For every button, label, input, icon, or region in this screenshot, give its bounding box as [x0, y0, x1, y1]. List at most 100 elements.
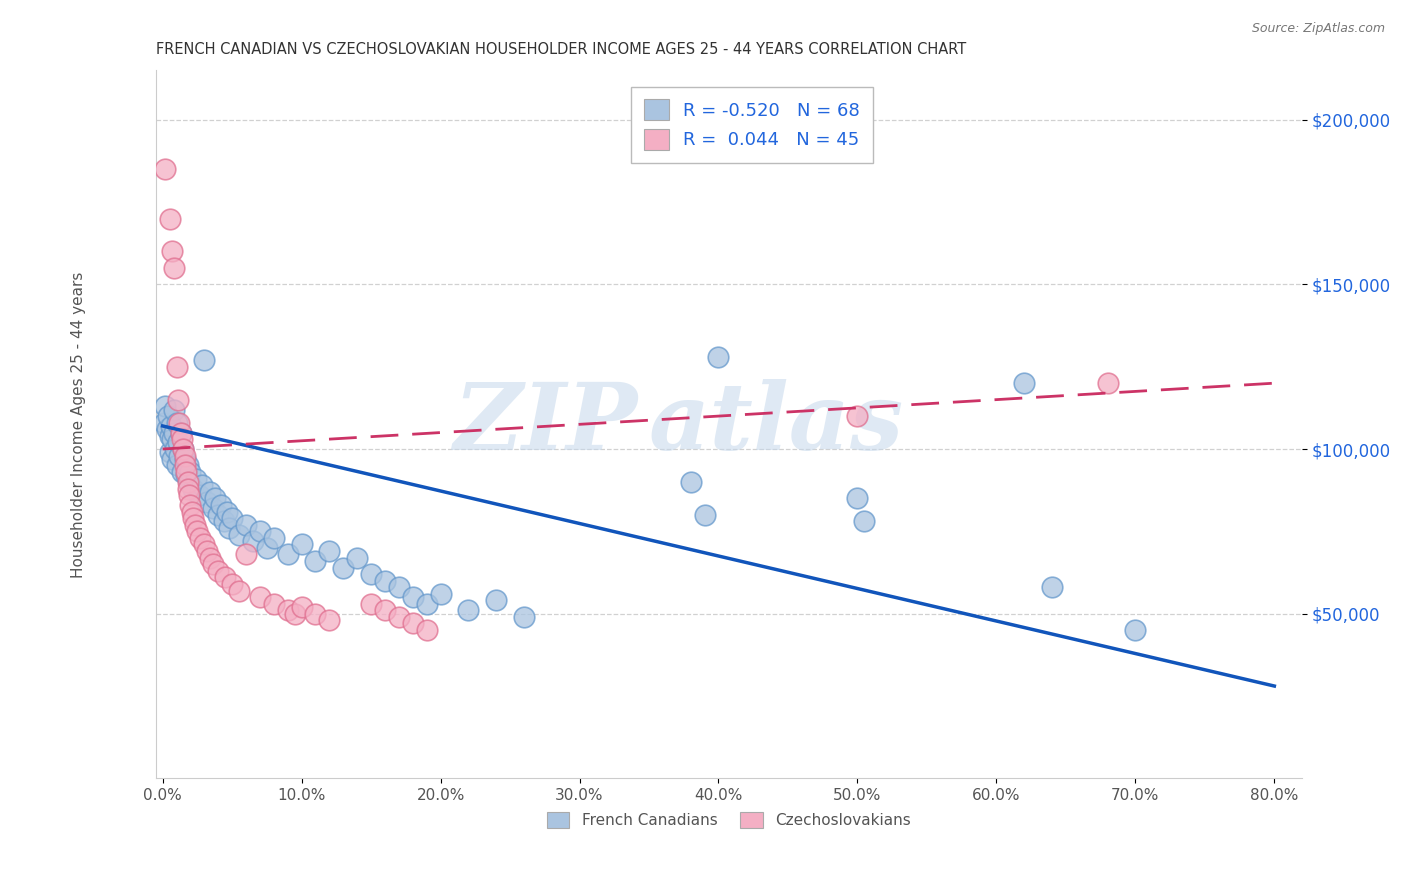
Point: [169, 416, 191, 430]
Point: [188, 531, 211, 545]
Point: [179, 498, 201, 512]
Point: [284, 607, 307, 621]
Point: [193, 353, 215, 368]
Point: [304, 554, 326, 568]
Point: [162, 451, 184, 466]
Point: [172, 442, 194, 456]
Point: [157, 409, 180, 423]
Point: [291, 537, 314, 551]
Point: [170, 425, 193, 440]
Point: [679, 475, 702, 489]
Point: [176, 475, 198, 489]
Point: [207, 508, 229, 522]
Point: [1097, 376, 1119, 391]
Point: [318, 613, 340, 627]
Point: [228, 527, 250, 541]
Point: [193, 537, 215, 551]
Point: [332, 560, 354, 574]
Point: [207, 564, 229, 578]
Point: [693, 508, 716, 522]
Point: [291, 600, 314, 615]
Point: [242, 534, 264, 549]
Point: [169, 449, 191, 463]
Point: [513, 610, 536, 624]
Point: [156, 422, 179, 436]
Point: [235, 547, 257, 561]
Point: [184, 472, 207, 486]
Point: [174, 468, 197, 483]
Point: [181, 482, 204, 496]
Point: [402, 616, 425, 631]
Point: [163, 402, 186, 417]
Point: [195, 494, 218, 508]
Point: [388, 580, 411, 594]
Point: [214, 570, 236, 584]
Point: [165, 442, 187, 456]
Point: [215, 505, 238, 519]
Point: [388, 610, 411, 624]
Point: [374, 603, 396, 617]
Text: FRENCH CANADIAN VS CZECHOSLOVAKIAN HOUSEHOLDER INCOME AGES 25 - 44 YEARS CORRELA: FRENCH CANADIAN VS CZECHOSLOVAKIAN HOUSE…: [156, 42, 966, 57]
Point: [1125, 623, 1147, 637]
Point: [457, 603, 479, 617]
Legend: French Canadians, Czechoslovakians: French Canadians, Czechoslovakians: [540, 806, 917, 834]
Point: [180, 505, 202, 519]
Point: [166, 359, 188, 374]
Point: [1012, 376, 1035, 391]
Point: [263, 597, 285, 611]
Point: [176, 482, 198, 496]
Point: [155, 162, 177, 177]
Point: [163, 260, 186, 275]
Point: [186, 524, 208, 539]
Point: [318, 544, 340, 558]
Point: [402, 590, 425, 604]
Point: [173, 458, 195, 473]
Point: [155, 399, 177, 413]
Point: [162, 432, 184, 446]
Point: [221, 577, 243, 591]
Point: [167, 392, 190, 407]
Point: [174, 465, 197, 479]
Point: [1040, 580, 1063, 594]
Point: [249, 524, 271, 539]
Point: [415, 597, 437, 611]
Point: [166, 458, 188, 473]
Point: [167, 435, 190, 450]
Text: atlas: atlas: [648, 379, 904, 469]
Point: [172, 465, 194, 479]
Point: [159, 445, 181, 459]
Point: [190, 478, 212, 492]
Point: [429, 587, 451, 601]
Point: [159, 211, 181, 226]
Point: [277, 603, 299, 617]
Text: ZIP: ZIP: [453, 379, 637, 469]
Point: [198, 550, 221, 565]
Point: [170, 425, 193, 440]
Point: [360, 567, 382, 582]
Point: [256, 541, 278, 555]
Point: [173, 449, 195, 463]
Point: [235, 517, 257, 532]
Point: [201, 501, 224, 516]
Point: [853, 515, 876, 529]
Point: [187, 488, 209, 502]
Point: [173, 451, 195, 466]
Point: [304, 607, 326, 621]
Point: [846, 491, 869, 506]
Point: [218, 521, 240, 535]
Point: [263, 531, 285, 545]
Point: [183, 517, 205, 532]
Point: [485, 593, 508, 607]
Point: [163, 425, 186, 440]
Point: [160, 419, 183, 434]
Point: [277, 547, 299, 561]
Point: [177, 475, 200, 489]
Y-axis label: Householder Income Ages 25 - 44 years: Householder Income Ages 25 - 44 years: [72, 271, 86, 577]
Point: [204, 491, 226, 506]
Point: [176, 458, 198, 473]
Point: [177, 488, 200, 502]
Point: [153, 416, 176, 430]
Point: [162, 244, 184, 259]
Point: [374, 574, 396, 588]
Point: [209, 498, 232, 512]
